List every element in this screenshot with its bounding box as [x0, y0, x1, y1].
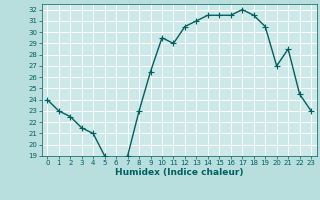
- X-axis label: Humidex (Indice chaleur): Humidex (Indice chaleur): [115, 168, 244, 177]
